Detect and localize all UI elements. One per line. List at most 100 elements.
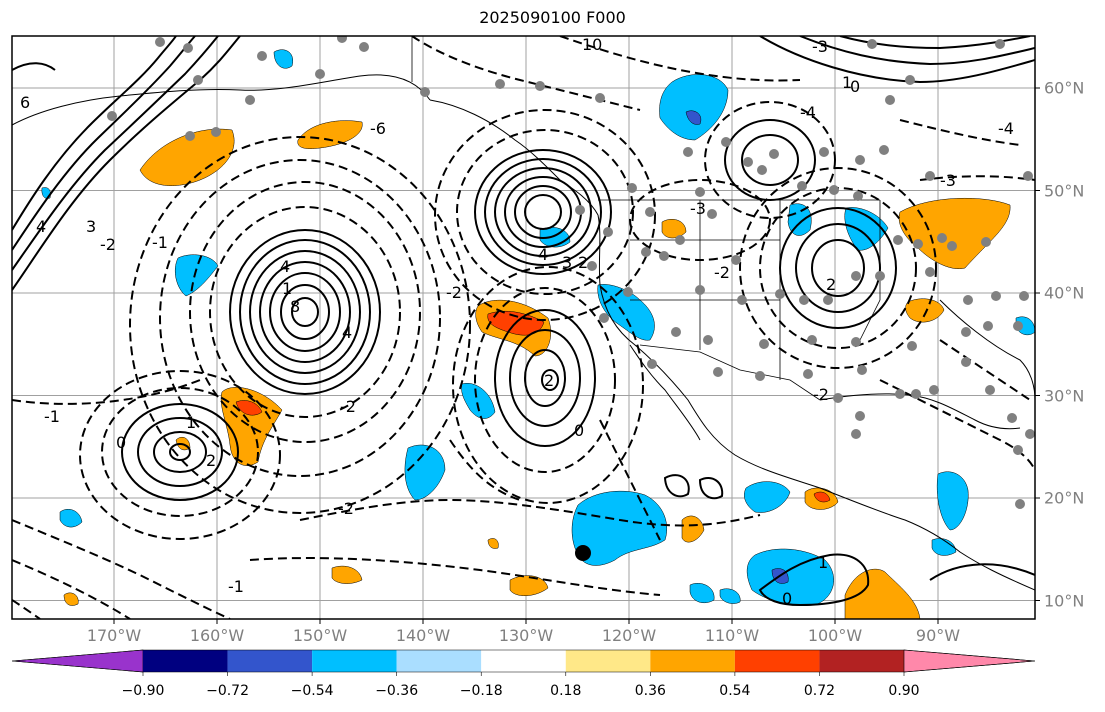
contour-label: 1 [186,413,196,432]
contour-label: 4 [36,217,46,236]
colorbar-tick-label: −0.54 [290,683,334,699]
solid-contours [12,36,1035,607]
lon-tick-label: 90°W [915,626,961,645]
lat-tick-label: 40°N [1044,283,1085,303]
contour-label: -2 [100,235,116,254]
colorbar-segment [312,650,397,672]
lon-tick-label: 150°W [292,626,348,645]
contour-label: 2 [826,275,836,294]
colorbar-segment [143,650,228,672]
contour-label: -2 [446,283,462,302]
lat-tick-label: 20°N [1044,488,1085,508]
lon-tick-label: 160°W [189,626,245,645]
colorbar-tick-label: 0.72 [803,683,836,699]
anomaly-shading [41,49,1035,619]
storm-marker [575,545,591,561]
contour-label: -2 [714,263,730,282]
contour-label: 6 [20,93,30,112]
contour-label: 4 [280,257,290,276]
lon-tick-label: 100°W [807,626,863,645]
contour-label: -2 [338,499,354,518]
contour-label: -4 [998,119,1014,138]
lat-tick-label: 10°N [1044,591,1085,610]
contour-label: 4 [538,245,548,264]
contour-label: -6 [370,119,386,138]
anomaly-negative [461,382,496,419]
colorbar-segment [819,650,904,672]
colorbar-segment [565,650,651,672]
dashed-contours [12,36,1035,619]
colorbar-segment [734,650,820,672]
anomaly-positive [331,565,363,584]
contour-label: 3 [86,217,96,236]
lon-tick-label: 120°W [601,626,657,645]
colorbar-tick-label: −0.90 [121,683,165,699]
anomaly-negative [404,444,446,501]
station-dots [107,36,1035,509]
map-title: 2025090100 F000 [479,8,626,27]
contour-label: -1 [228,577,244,596]
anomaly-negative [744,481,791,513]
colorbar-tick-label: −0.36 [375,683,419,699]
lat-tick-label: 60°N [1044,78,1085,98]
colorbar-tick-label: 0.90 [888,683,920,699]
anomaly-positive [844,568,921,619]
anomaly-negative [689,583,715,603]
contour-label: 4 [342,323,352,342]
colorbar-tick-label: −0.72 [206,683,249,699]
colorbar-segment [396,650,482,672]
contour-label: -3 [812,37,828,56]
contour-label: -1 [152,233,168,252]
anomaly-strong [235,400,263,416]
colorbar-tick-label: 0.36 [634,683,666,699]
contour-label: -2 [340,397,356,416]
anomaly-negative [659,74,729,141]
anomaly-positive [681,515,705,543]
anomaly-strong-negative [685,110,702,125]
colorbar-tick-label: −0.18 [459,683,503,699]
contour-label: 8 [290,297,300,316]
anomaly-negative [936,471,969,531]
political-borders [411,36,881,401]
contour-label: 3 [562,253,572,272]
contour-label: 10 [582,35,602,54]
contour-label: 1 [842,73,852,92]
contour-label: 0 [574,421,584,440]
colorbar-segment [650,650,735,672]
lon-tick-label: 170°W [86,626,142,645]
anomaly-positive [297,120,363,149]
contour-label: 0 [116,433,126,452]
contour-label: 0 [782,589,792,608]
colorbar-tick-label: 0.54 [719,683,751,699]
contour-label: -3 [690,199,706,218]
contour-label: -3 [940,171,956,190]
contour-label: -4 [800,103,816,122]
contour-label: -1 [44,407,60,426]
anomaly-strong [813,491,831,503]
anomaly-positive [63,592,79,606]
lon-tick-label: 110°W [704,626,760,645]
map-frame [11,35,1036,620]
colorbar-extend-low [11,649,144,673]
map-plot-area: 6 4 3 4 1 8 4 -2 4 3 2 2 0 1 2 -1 0 -2 -… [12,35,1035,619]
anomaly-positive [487,538,499,549]
contour-label: 2 [544,371,554,390]
anomaly-negative [719,588,741,604]
anomaly-negative [59,509,83,528]
contour-label: 1 [282,279,292,298]
coastlines [12,74,1035,591]
anomaly-positive [509,575,549,596]
colorbar-tick-label: 0.18 [550,683,582,699]
contour-label: -2 [813,385,829,404]
contour-label: 0 [850,77,860,96]
contour-labels: 6 4 3 4 1 8 4 -2 4 3 2 2 0 1 2 -1 0 -2 -… [20,35,1014,608]
contour-label: 2 [206,451,216,470]
colorbar-segment [227,650,313,672]
lat-tick-label: 30°N [1044,386,1085,405]
lat-tick-label: 50°N [1044,181,1085,200]
tick-marks [113,87,1040,624]
lon-tick-label: 140°W [395,626,451,645]
colorbar-segment [481,650,566,672]
anomaly-negative [273,49,294,69]
